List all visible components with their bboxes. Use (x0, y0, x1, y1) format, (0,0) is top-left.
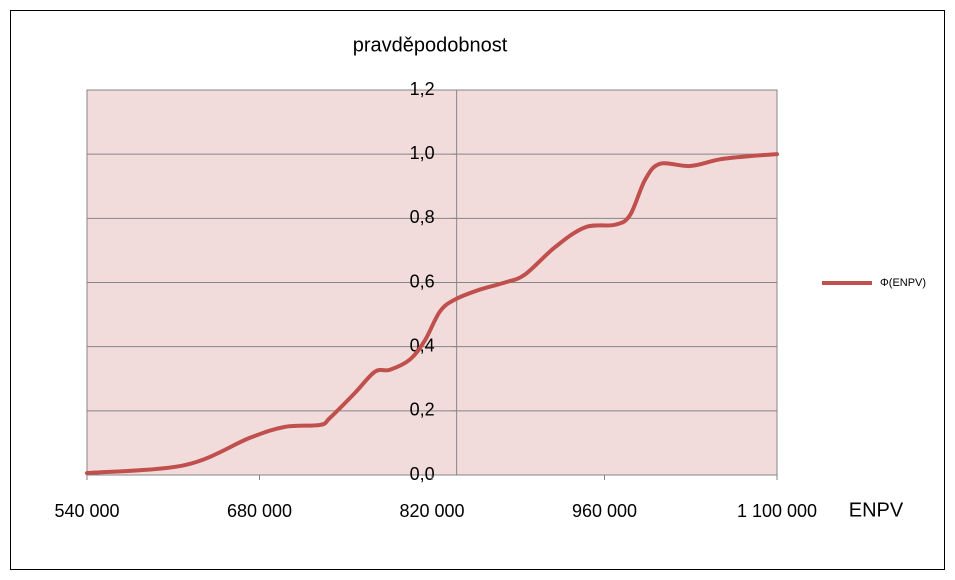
x-axis-label: ENPV (849, 499, 904, 521)
chart-title: pravděpodobnost (353, 34, 508, 56)
y-tick-label: 0,6 (410, 271, 435, 291)
data-line (85, 152, 779, 476)
y-tick-label: 0,2 (410, 400, 435, 420)
legend-label: Φ(ENPV) (880, 277, 926, 289)
y-tick-label: 1,2 (410, 79, 435, 99)
y-tick-label: 1,0 (410, 143, 435, 163)
y-tick-label: 0,8 (410, 207, 435, 227)
x-tick-label: 540 000 (54, 501, 119, 521)
x-tick-label: 960 000 (572, 501, 637, 521)
x-tick-label: 820 000 (399, 501, 464, 521)
x-tick-label: 680 000 (227, 501, 292, 521)
y-tick-label: 0,0 (410, 464, 435, 484)
x-tick-label: 1 100 000 (737, 501, 817, 521)
